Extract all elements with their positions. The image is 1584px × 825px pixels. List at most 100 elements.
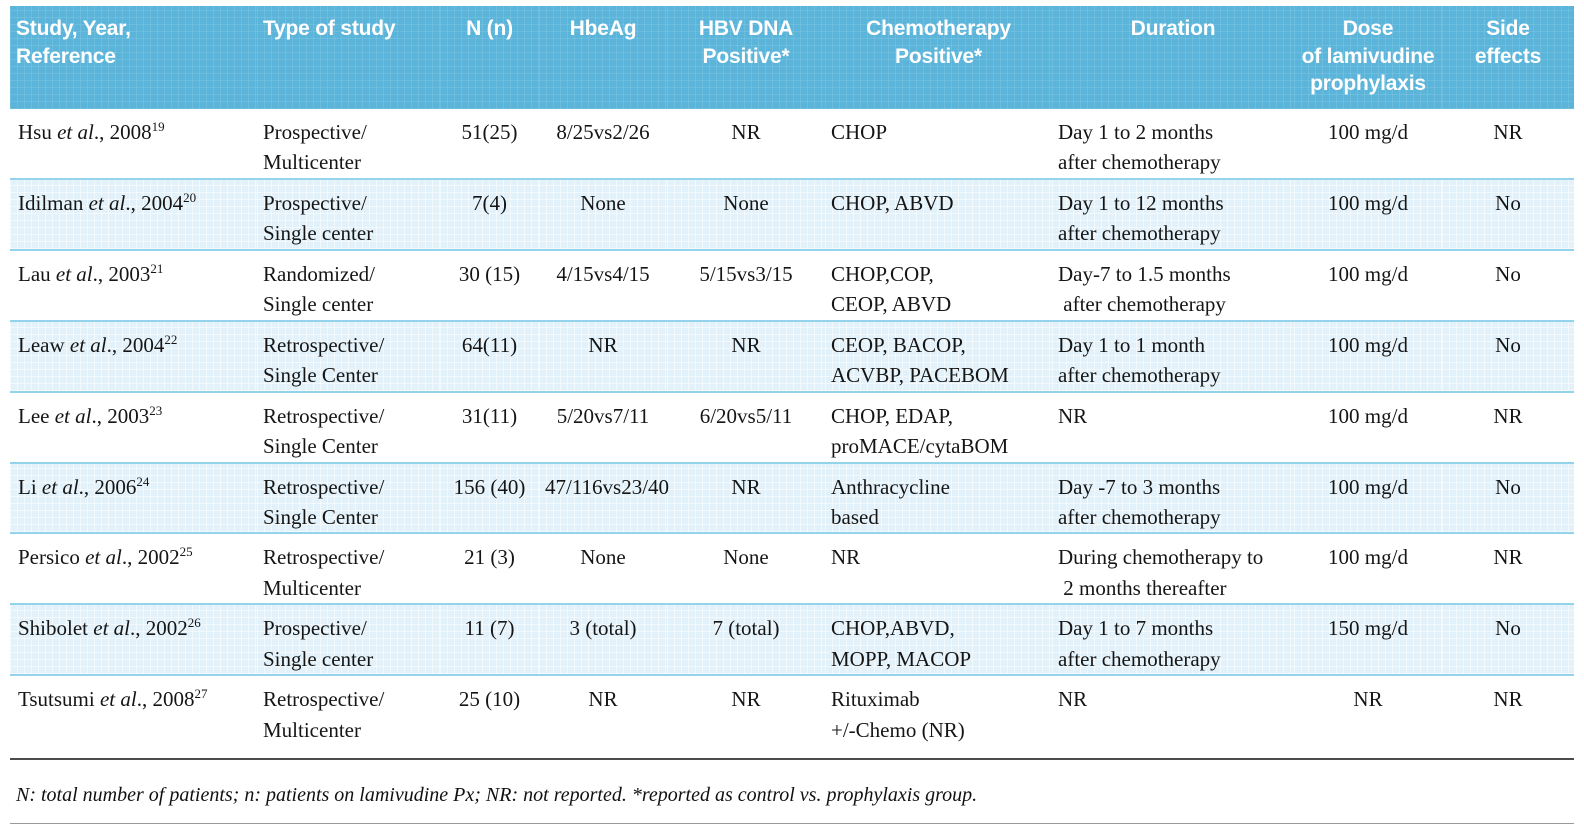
cell-duration: Day-7 to 1.5 months after chemotherapy <box>1058 261 1231 317</box>
cell-study-reference: Hsu et al., 200819 <box>10 109 257 179</box>
study-year: ., 2002 <box>121 545 180 570</box>
column-header-type: Type of study <box>257 6 440 109</box>
cell-chemotherapy: CHOP, EDAP, proMACE/cytaBOM <box>831 403 1009 459</box>
cell-dose: 100 mg/d <box>1328 545 1408 570</box>
cell-duration: NR <box>1058 687 1088 712</box>
studies-table: Study, Year, Reference Type of study N (… <box>10 6 1574 753</box>
column-header-n: N (n) <box>440 6 539 109</box>
cell-hbv-dna: 5/15vs3/15 <box>699 261 793 286</box>
cell-study-reference: Idilman et al., 200420 <box>10 179 257 250</box>
cell-type-of-study: Prospective/ Single center <box>257 179 440 250</box>
cell-chemotherapy: CHOP,COP, CEOP, ABVD <box>831 261 952 317</box>
column-header-chemotherapy: Chemotherapy Positive* <box>825 6 1052 109</box>
et-al-italic: et al <box>85 545 122 570</box>
cell-dose: 100 mg/d <box>1294 321 1442 392</box>
reference-superscript: 27 <box>194 686 208 702</box>
reference-superscript: 22 <box>164 331 178 347</box>
table-row: Lee et al., 200323 Retrospective/ Single… <box>10 391 1574 463</box>
cell-duration: Day -7 to 3 months after chemotherapy <box>1052 463 1294 534</box>
cell-duration: Day 1 to 2 months after chemotherapy <box>1058 120 1221 175</box>
cell-n: 30 (15) <box>458 261 521 286</box>
study-year: ., 2002 <box>130 616 188 641</box>
reference-superscript: 25 <box>179 544 193 560</box>
column-header-study: Study, Year, Reference <box>10 6 257 109</box>
et-al-italic: et al <box>55 261 93 286</box>
cell-type-of-study: Randomized/ Single center <box>263 261 375 317</box>
cell-hbv-dna: None <box>723 545 769 570</box>
bottom-divider <box>10 823 1574 825</box>
cell-study-reference: Shibolet et al., 200226 <box>10 604 257 676</box>
cell-hbv-dna: NR <box>731 687 761 712</box>
cell-hbv-dna: NR <box>731 120 761 144</box>
table-row: Lau et al., 200321 Randomized/ Single ce… <box>10 249 1574 321</box>
table-row: Hsu et al., 200819 Prospective/ Multicen… <box>10 109 1574 179</box>
study-name: Shibolet <box>18 616 94 641</box>
table-row: Idilman et al., 200420 Prospective/ Sing… <box>10 179 1574 250</box>
cell-hbv-dna: NR <box>667 463 825 534</box>
cell-duration: Day 1 to 7 months after chemotherapy <box>1052 604 1294 676</box>
cell-duration: Day 1 to 1 month after chemotherapy <box>1052 321 1294 392</box>
cell-chemotherapy: CHOP, ABVD <box>825 179 1052 250</box>
cell-hbv-dna: NR <box>667 321 825 392</box>
study-name: Idilman <box>18 191 89 215</box>
cell-side-effects: No <box>1442 179 1574 250</box>
column-header-hbv-dna: HBV DNA Positive* <box>667 6 825 109</box>
cell-n: 51(25) <box>461 120 518 144</box>
study-year: ., 2004 <box>106 332 165 357</box>
study-name: Lee <box>18 403 55 428</box>
study-name: Lau <box>18 261 56 286</box>
cell-chemotherapy: Rituximab +/-Chemo (NR) <box>831 687 965 742</box>
cell-hbeag: None <box>580 545 626 570</box>
study-name: Hsu <box>18 120 58 144</box>
cell-type-of-study: Prospective/ Multicenter <box>263 120 367 175</box>
cell-chemotherapy: NR <box>831 545 861 570</box>
cell-hbeag: 47/116vs23/40 <box>539 463 669 534</box>
cell-hbv-dna: 7 (total) <box>667 604 825 676</box>
cell-chemotherapy: CHOP,ABVD, MOPP, MACOP <box>825 604 1052 676</box>
et-al-italic: et al <box>41 474 79 499</box>
table-row: Shibolet et al., 200226 Prospective/ Sin… <box>10 604 1574 676</box>
column-header-hbeag: HbeAg <box>539 6 667 109</box>
cell-type-of-study: Prospective/ Single center <box>257 604 440 676</box>
cell-type-of-study: Retrospective/ Multicenter <box>263 545 385 600</box>
cell-hbeag: 8/25vs2/26 <box>556 120 650 144</box>
study-year: ., 2008 <box>136 687 195 712</box>
table-body: Hsu et al., 200819 Prospective/ Multicen… <box>10 109 1574 753</box>
cell-dose: 100 mg/d <box>1328 403 1408 428</box>
study-year: ., 2003 <box>92 261 151 286</box>
cell-hbeag: NR <box>588 687 618 712</box>
study-year: ., 2006 <box>78 474 137 499</box>
et-al-italic: et al <box>93 616 131 641</box>
column-header-side-effects: Side effects <box>1442 6 1574 109</box>
reference-superscript: 19 <box>151 119 165 134</box>
cell-dose: NR <box>1353 687 1383 712</box>
reference-superscript: 20 <box>183 190 197 205</box>
cell-side-effects: NR <box>1493 120 1523 144</box>
et-al-italic: et al <box>99 687 137 712</box>
cell-n: 21 (3) <box>464 545 515 570</box>
cell-n: 11 (7) <box>440 604 539 676</box>
cell-n: 25 (10) <box>458 687 521 712</box>
reference-superscript: 23 <box>149 402 163 418</box>
study-year: ., 2008 <box>93 120 152 144</box>
study-year: ., 2003 <box>91 403 150 428</box>
cell-study-reference: Li et al., 200624 <box>10 463 257 534</box>
cell-side-effects: NR <box>1493 403 1523 428</box>
cell-side-effects: No <box>1495 261 1521 286</box>
cell-n: 31(11) <box>461 403 518 428</box>
cell-type-of-study: Retrospective/ Multicenter <box>263 687 385 742</box>
cell-hbeag: NR <box>539 321 667 392</box>
cell-n: 64(11) <box>440 321 539 392</box>
table-row: Leaw et al., 200422 Retrospective/ Singl… <box>10 320 1574 392</box>
cell-hbeag: None <box>539 179 667 250</box>
et-al-italic: et al <box>88 191 126 215</box>
cell-study-reference: Tsutsumi et al., 200827 <box>10 675 257 753</box>
cell-hbeag: 4/15vs4/15 <box>556 261 650 286</box>
cell-chemotherapy: CHOP <box>831 120 888 144</box>
column-header-duration: Duration <box>1052 6 1294 109</box>
table-row: Tsutsumi et al., 200827 Retrospective/ M… <box>10 675 1574 753</box>
table-header: Study, Year, Reference Type of study N (… <box>10 6 1574 109</box>
cell-study-reference: Leaw et al., 200422 <box>10 321 257 392</box>
cell-n: 156 (40) <box>440 463 539 534</box>
cell-n: 7(4) <box>440 179 539 250</box>
